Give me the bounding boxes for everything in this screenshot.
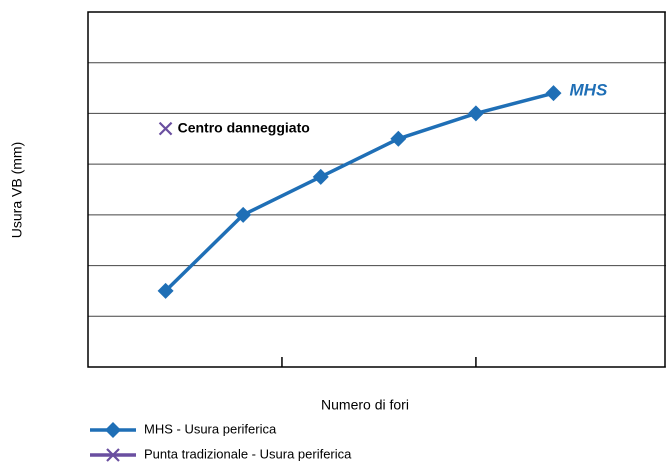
data-point	[312, 168, 329, 185]
series-line	[164, 91, 554, 293]
plot-area	[88, 12, 665, 367]
y-axis-label: Usura VB (mm)	[9, 142, 25, 238]
legend-marker	[105, 422, 121, 438]
annotation: Centro danneggiato	[178, 119, 310, 135]
data-point	[390, 130, 407, 147]
legend-label: MHS - Usura periferica	[144, 421, 277, 436]
data-point	[157, 282, 174, 299]
data-point	[467, 105, 484, 122]
annotation: MHS	[570, 81, 608, 100]
data-point	[158, 121, 173, 136]
plot-border	[87, 11, 666, 368]
legend-marker	[106, 448, 120, 462]
data-point	[545, 85, 562, 102]
data-point	[235, 206, 252, 223]
x-axis-label: Numero di fori	[321, 397, 409, 413]
legend-label: Punta tradizionale - Usura periferica	[144, 446, 352, 461]
